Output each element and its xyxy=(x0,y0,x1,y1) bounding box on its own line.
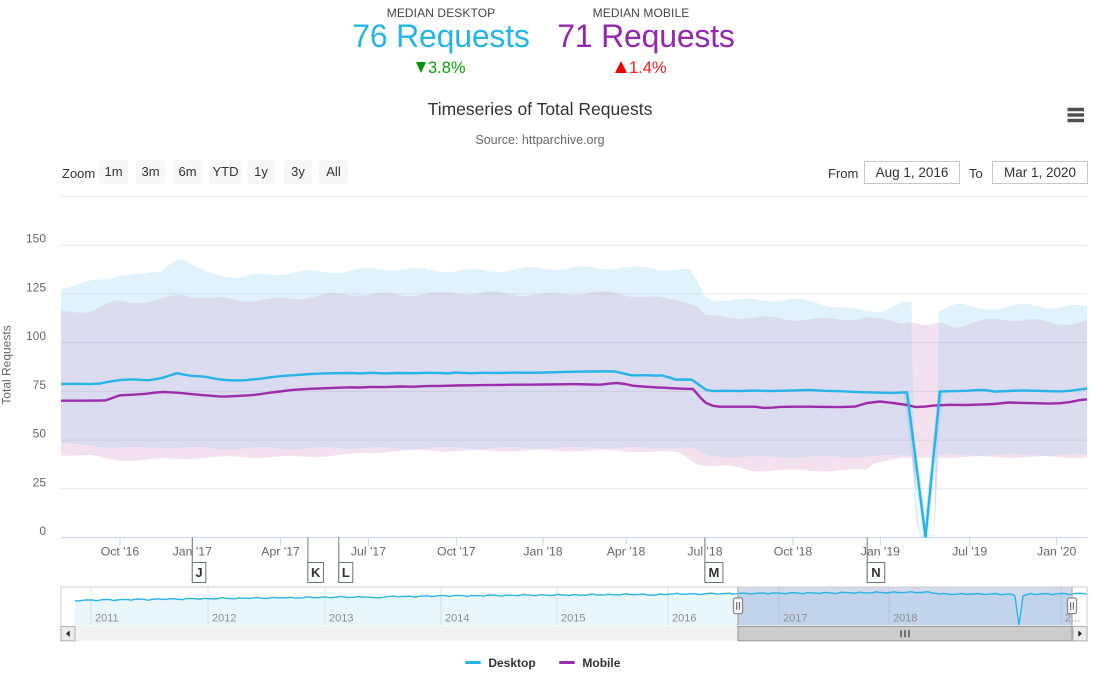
svg-text:Jan '19: Jan '19 xyxy=(861,545,900,559)
svg-text:Jan '20: Jan '20 xyxy=(1037,545,1076,559)
svg-text:25: 25 xyxy=(33,475,47,489)
svg-text:Oct '17: Oct '17 xyxy=(437,545,476,559)
svg-text:2011: 2011 xyxy=(95,613,119,625)
svg-text:J: J xyxy=(195,565,202,580)
svg-text:125: 125 xyxy=(26,280,46,294)
svg-text:Total Requests: Total Requests xyxy=(0,325,14,404)
svg-text:Jul '17: Jul '17 xyxy=(351,545,386,559)
svg-text:Jan '18: Jan '18 xyxy=(523,545,562,559)
svg-text:2018: 2018 xyxy=(893,613,917,625)
svg-text:Jul '19: Jul '19 xyxy=(952,545,987,559)
svg-text:2014: 2014 xyxy=(445,613,469,625)
svg-text:2012: 2012 xyxy=(212,613,236,625)
svg-text:L: L xyxy=(342,565,350,580)
svg-text:75: 75 xyxy=(33,378,47,392)
svg-text:100: 100 xyxy=(26,329,46,343)
svg-text:150: 150 xyxy=(26,232,46,246)
svg-text:Oct '16: Oct '16 xyxy=(101,545,140,559)
svg-text:2013: 2013 xyxy=(329,613,353,625)
svg-text:0: 0 xyxy=(39,524,46,538)
svg-text:2016: 2016 xyxy=(672,613,696,625)
svg-text:2017: 2017 xyxy=(783,613,807,625)
svg-text:2015: 2015 xyxy=(561,613,585,625)
svg-text:K: K xyxy=(311,565,321,580)
svg-text:Apr '17: Apr '17 xyxy=(261,545,300,559)
svg-text:M: M xyxy=(708,565,719,580)
svg-text:50: 50 xyxy=(33,427,47,441)
svg-text:2...: 2... xyxy=(1065,613,1080,625)
svg-text:N: N xyxy=(871,565,880,580)
svg-text:Apr '18: Apr '18 xyxy=(607,545,646,559)
svg-text:Oct '18: Oct '18 xyxy=(774,545,813,559)
